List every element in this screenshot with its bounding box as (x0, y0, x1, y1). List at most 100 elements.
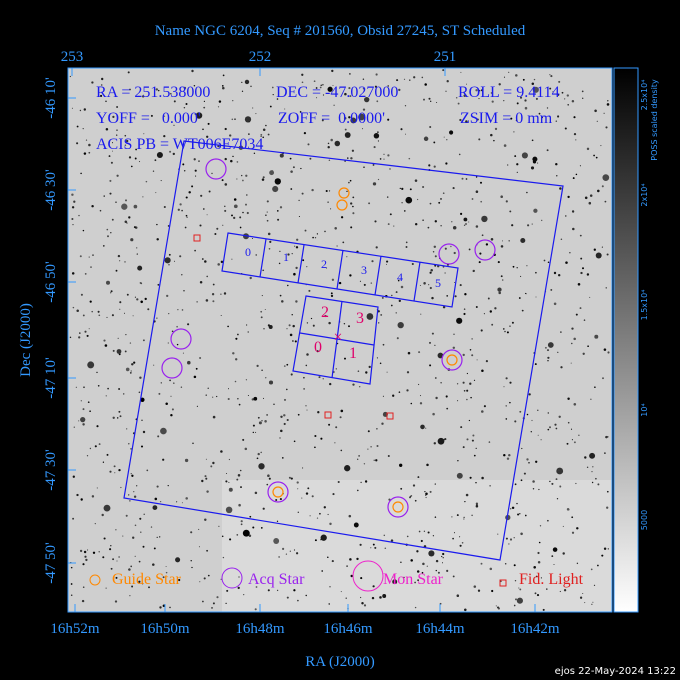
star (566, 442, 569, 445)
star (317, 411, 320, 414)
star (308, 289, 311, 292)
star (521, 152, 528, 159)
star (516, 597, 523, 604)
star (87, 549, 89, 551)
star (185, 196, 188, 199)
star (295, 266, 298, 270)
star (119, 415, 122, 418)
star (473, 585, 477, 588)
star (295, 246, 299, 249)
star (146, 139, 148, 141)
star (102, 245, 105, 247)
star (481, 410, 484, 413)
star (463, 308, 466, 310)
star (537, 409, 539, 412)
star (69, 75, 72, 78)
top-tick-label: 251 (434, 49, 457, 65)
star (238, 403, 241, 406)
star (508, 71, 510, 74)
star (71, 107, 73, 109)
bottom-tick-label: 16h42m (510, 621, 560, 637)
star (239, 216, 242, 219)
legend-label: Acq Star (248, 571, 305, 588)
star (363, 604, 367, 607)
star (476, 118, 479, 121)
star (126, 222, 128, 224)
star (129, 342, 132, 344)
star (227, 397, 230, 401)
star (434, 264, 437, 267)
star (253, 152, 256, 154)
star (425, 496, 427, 499)
star (578, 434, 580, 436)
star (244, 79, 250, 85)
star (562, 552, 565, 555)
star (112, 416, 115, 419)
star (400, 128, 403, 131)
bottom-tick-label: 16h44m (415, 621, 465, 637)
star (85, 139, 88, 141)
star (224, 127, 227, 131)
star (537, 162, 539, 164)
star (602, 174, 610, 181)
star (409, 496, 411, 499)
star (138, 391, 141, 394)
star (226, 589, 229, 592)
star (352, 383, 355, 386)
star (387, 223, 390, 226)
star (347, 157, 349, 159)
star (187, 360, 191, 365)
star (434, 255, 437, 258)
star (194, 169, 197, 172)
star (181, 502, 183, 504)
star (150, 526, 153, 528)
star (171, 330, 174, 333)
star (576, 562, 579, 565)
guide-star (392, 501, 404, 513)
star (372, 585, 375, 588)
star (468, 248, 471, 251)
star (547, 356, 550, 359)
star (261, 369, 263, 372)
star (265, 124, 267, 127)
star (418, 383, 420, 386)
star (303, 131, 307, 135)
star (453, 532, 456, 534)
star (236, 534, 239, 536)
star (265, 377, 267, 379)
star (603, 348, 607, 351)
star (224, 209, 227, 212)
star (601, 246, 603, 248)
star (91, 310, 93, 313)
star (106, 453, 109, 456)
star (481, 234, 484, 237)
star (503, 453, 506, 457)
star (425, 494, 427, 496)
star (328, 321, 331, 325)
star (194, 113, 197, 116)
star (478, 98, 480, 100)
star (452, 537, 454, 540)
acq-star (161, 357, 183, 379)
star (344, 132, 351, 138)
star (503, 386, 505, 388)
star (327, 556, 329, 559)
star (105, 100, 107, 103)
star (404, 105, 407, 107)
star (112, 349, 115, 352)
star (418, 351, 421, 354)
star (116, 106, 119, 108)
star (276, 210, 279, 212)
star (348, 87, 351, 90)
star (392, 576, 394, 578)
star (136, 485, 138, 487)
star (98, 551, 100, 553)
star (220, 314, 222, 317)
left-tick-label: -47 10' (43, 357, 59, 399)
star (262, 128, 266, 131)
star (571, 100, 575, 103)
star (133, 491, 135, 493)
star (313, 80, 316, 83)
star (541, 116, 543, 119)
star (454, 282, 456, 283)
